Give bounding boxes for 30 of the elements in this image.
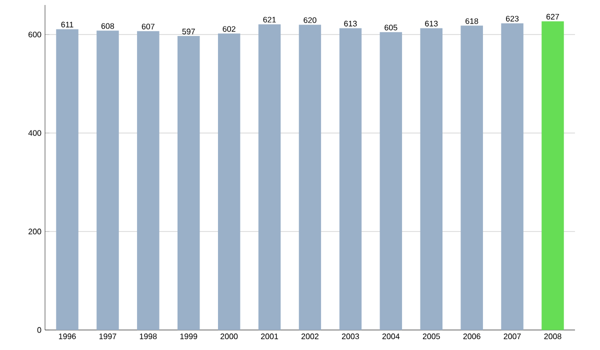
data-label: 605 — [384, 24, 398, 30]
x-tick-label: 1998 — [140, 334, 157, 340]
data-label: 607 — [142, 24, 154, 30]
x-tick-label: 2003 — [342, 334, 359, 340]
data-label: 597 — [182, 28, 195, 34]
x-tick-label: 2007 — [504, 334, 521, 340]
data-label: 611 — [61, 22, 74, 28]
data-label: 627 — [546, 14, 560, 20]
data-label: 602 — [222, 26, 236, 32]
data-label: 618 — [466, 18, 478, 24]
x-tick-label: 1996 — [58, 334, 76, 340]
x-tick-label: 2002 — [302, 334, 318, 340]
y-tick-label: 0 — [37, 327, 42, 333]
x-tick-label: 1997 — [99, 334, 116, 340]
x-tick-label: 1999 — [180, 334, 198, 340]
data-label: 613 — [425, 20, 438, 26]
x-tick-label: 2000 — [220, 334, 238, 340]
data-label: 608 — [101, 23, 114, 29]
data-label: 620 — [304, 17, 316, 23]
x-tick-label: 2006 — [463, 334, 480, 340]
x-tick-label: 2008 — [544, 334, 562, 340]
data-label: 623 — [506, 16, 519, 22]
x-tick-label: 2001 — [261, 334, 278, 340]
x-tick-label: 2005 — [422, 334, 440, 340]
data-label: 613 — [344, 20, 357, 26]
y-tick-label: 600 — [28, 32, 42, 38]
y-tick-label: 400 — [28, 130, 42, 136]
x-tick-label: 2004 — [382, 334, 400, 340]
data-label: 621 — [263, 16, 276, 22]
y-tick-label: 200 — [28, 228, 42, 234]
